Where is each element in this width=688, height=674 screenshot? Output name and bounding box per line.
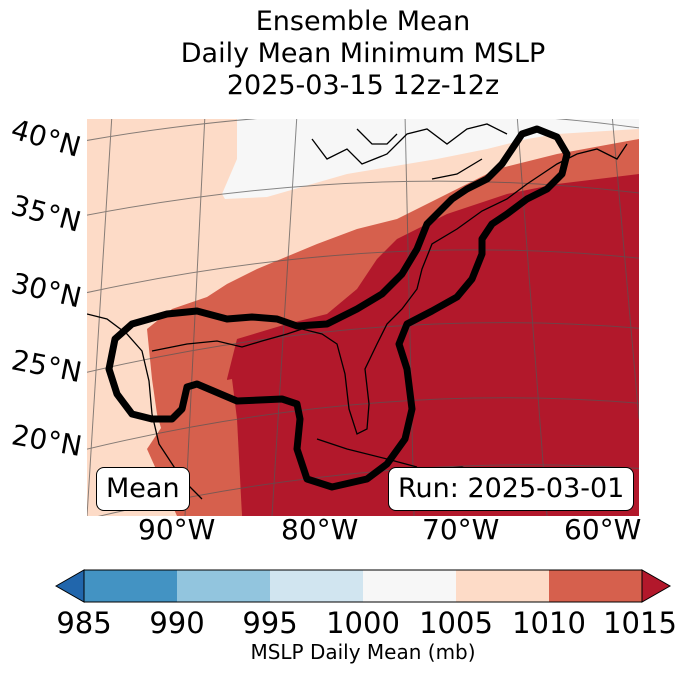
- colorbar-tick-1010: 1010: [512, 606, 586, 640]
- colorbar-bin-995-1000: [270, 570, 363, 602]
- colorbar-tick-990: 990: [149, 606, 205, 640]
- colorbar-tick-1000: 1000: [326, 606, 400, 640]
- lon-label-70w: 70°W: [422, 513, 500, 546]
- run-date-box: Run: 2025-03-01: [388, 467, 635, 511]
- field-above-1015: [227, 174, 639, 516]
- lat-label-35: 35°N: [7, 188, 85, 239]
- lat-label-20: 20°N: [9, 418, 85, 464]
- lat-label-30: 30°N: [8, 266, 85, 315]
- colorbar-label: MSLP Daily Mean (mb): [250, 640, 476, 664]
- colorbar-bin-985-990: [84, 570, 177, 602]
- title-line-2: Daily Mean Minimum MSLP: [180, 38, 546, 69]
- colorbar-under-extension: [54, 569, 85, 603]
- colorbar-bin-1010-1015: [549, 570, 642, 602]
- colorbar: [54, 569, 672, 603]
- lat-label-25: 25°N: [8, 343, 85, 390]
- colorbar-bins: [84, 570, 642, 602]
- colorbar-bin-1000-1005: [363, 570, 456, 602]
- lon-label-80w: 80°W: [281, 513, 359, 546]
- colorbar-outline: [83, 569, 643, 603]
- colorbar-over-extension: [641, 569, 672, 603]
- colorbar-bin-1005-1010: [456, 570, 549, 602]
- lat-label-40: 40°N: [7, 112, 85, 164]
- title-line-3: 2025-03-15 12z-12z: [226, 70, 500, 101]
- colorbar-tick-985: 985: [56, 606, 112, 640]
- map-panel: [87, 119, 639, 516]
- lon-label-60w: 60°W: [564, 513, 642, 546]
- colorbar-tick-995: 995: [242, 606, 298, 640]
- title-line-1: Ensemble Mean: [255, 6, 471, 37]
- colorbar-tick-1015: 1015: [603, 606, 677, 640]
- colorbar-bin-990-995: [177, 570, 270, 602]
- lon-label-90w: 90°W: [138, 513, 216, 546]
- mslp-contour: [105, 125, 571, 491]
- colorbar-tick-1005: 1005: [419, 606, 493, 640]
- mean-label-box: Mean: [96, 467, 190, 511]
